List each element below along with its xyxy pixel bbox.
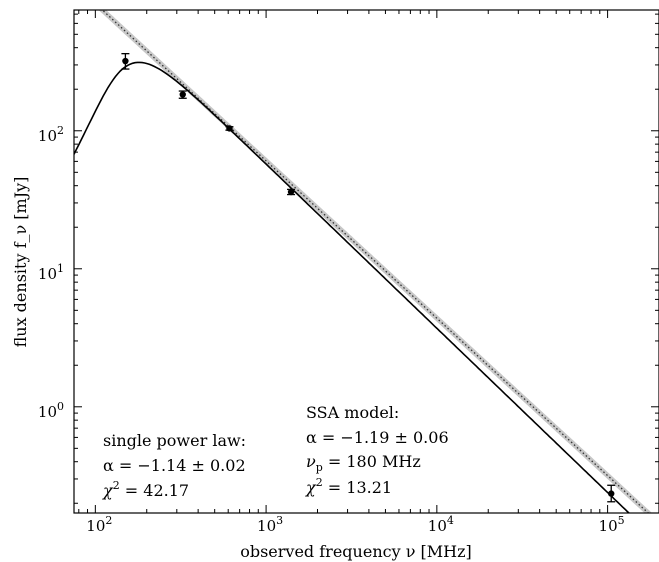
powerlaw-alpha: α = −1.14 ± 0.02 xyxy=(103,456,246,475)
ssa-nup: νp = 180 MHz xyxy=(306,452,421,474)
data-marker xyxy=(179,91,186,98)
plot-frame xyxy=(73,9,659,514)
data-point xyxy=(121,53,130,70)
x-tick-label: 102 xyxy=(86,514,112,535)
ssa-chi-value: = 13.21 xyxy=(323,478,392,497)
data-marker xyxy=(226,125,233,132)
powerlaw-chi2: χ2 = 42.17 xyxy=(102,479,189,500)
y-tick-label: 101 xyxy=(38,262,64,283)
ssa-fit-line xyxy=(74,61,631,513)
ssa-chi-symbol: χ xyxy=(305,478,317,497)
powerlaw-heading: single power law: xyxy=(103,431,246,450)
ssa-nu-value: = 180 MHz xyxy=(323,452,421,471)
data-marker xyxy=(608,490,615,497)
plot-content xyxy=(74,10,653,513)
x-tick-label: 104 xyxy=(428,514,454,535)
y-axis-title: flux density f_ν [mJy] xyxy=(11,177,30,348)
ssa-chi2: χ2 = 13.21 xyxy=(305,476,392,497)
powerlaw-fit-line xyxy=(101,10,650,513)
y-tick-label: 102 xyxy=(38,124,64,145)
ssa-annotation: SSA model: α = −1.19 ± 0.06 νp = 180 MHz… xyxy=(305,403,449,497)
powerlaw-annotation: single power law: α = −1.14 ± 0.02 χ2 = … xyxy=(102,431,246,500)
powerlaw-chi-symbol: χ xyxy=(102,481,114,500)
axis-ticks: 102 103 104 105 100 101 102 xyxy=(38,10,659,535)
data-marker xyxy=(287,188,295,196)
ssa-heading: SSA model: xyxy=(306,403,399,422)
ssa-nu-symbol: ν xyxy=(306,452,316,471)
powerlaw-chi-value: = 42.17 xyxy=(120,481,189,500)
data-marker xyxy=(122,57,129,65)
y-tick-label: 100 xyxy=(38,400,64,421)
x-axis-title: observed frequency ν [MHz] xyxy=(240,542,472,561)
x-tick-label: 105 xyxy=(599,514,625,535)
x-tick-label: 103 xyxy=(257,514,283,535)
powerlaw-chi-exp: 2 xyxy=(113,479,120,492)
data-point xyxy=(287,188,296,196)
ssa-alpha: α = −1.19 ± 0.06 xyxy=(306,428,449,447)
data-point xyxy=(607,484,616,503)
ssa-nu-sub: p xyxy=(316,461,323,474)
data-point xyxy=(178,90,187,99)
ssa-chi-exp: 2 xyxy=(316,476,323,489)
data-point xyxy=(225,125,234,132)
